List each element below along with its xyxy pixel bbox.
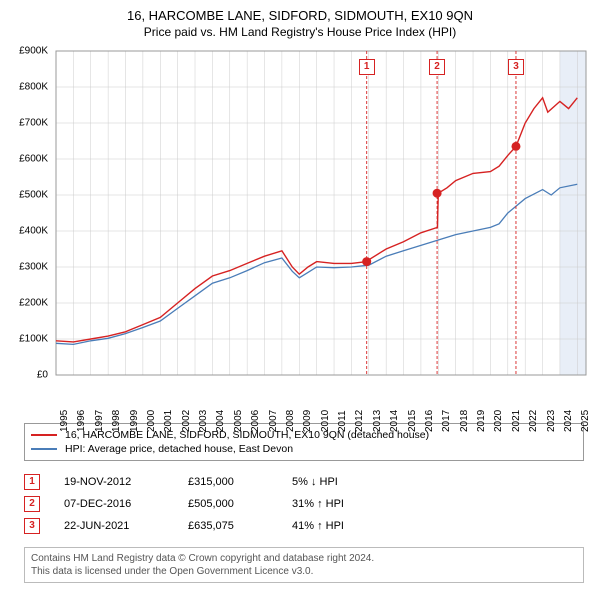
x-axis-label: 2022 [528, 410, 539, 432]
transaction-date: 22-JUN-2021 [64, 520, 164, 532]
x-axis-label: 1998 [111, 410, 122, 432]
chart-svg [8, 45, 592, 415]
y-axis-label: £300K [8, 262, 48, 273]
title-line-2: Price paid vs. HM Land Registry's House … [8, 25, 592, 39]
x-axis-label: 1995 [59, 410, 70, 432]
x-axis-label: 2001 [163, 410, 174, 432]
transaction-row: 2 07-DEC-2016 £505,000 31% ↑ HPI [24, 493, 592, 515]
x-axis-label: 2025 [580, 410, 591, 432]
transaction-hpi-pct: 31% ↑ HPI [292, 498, 382, 510]
footer-attribution: Contains HM Land Registry data © Crown c… [24, 547, 584, 583]
transaction-date: 19-NOV-2012 [64, 476, 164, 488]
legend-swatch [31, 434, 57, 436]
x-axis-label: 1997 [94, 410, 105, 432]
chart-title: 16, HARCOMBE LANE, SIDFORD, SIDMOUTH, EX… [8, 8, 592, 39]
footer-line-1: Contains HM Land Registry data © Crown c… [31, 552, 577, 565]
x-axis-label: 2000 [146, 410, 157, 432]
x-axis-label: 1996 [76, 410, 87, 432]
chart-container: 16, HARCOMBE LANE, SIDFORD, SIDMOUTH, EX… [0, 0, 600, 590]
x-axis-label: 2007 [268, 410, 279, 432]
x-axis-label: 2015 [407, 410, 418, 432]
sale-marker-2: 2 [429, 59, 445, 75]
transaction-price: £315,000 [188, 476, 268, 488]
transaction-marker: 3 [24, 518, 40, 534]
transaction-marker: 1 [24, 474, 40, 490]
x-axis-label: 2003 [198, 410, 209, 432]
y-axis-label: £200K [8, 298, 48, 309]
y-axis-label: £0 [8, 370, 48, 381]
x-axis-label: 2004 [215, 410, 226, 432]
x-axis-label: 2020 [493, 410, 504, 432]
transactions-table: 1 19-NOV-2012 £315,000 5% ↓ HPI 2 07-DEC-2016… [24, 471, 592, 537]
chart-plot-area: £0 £100K £200K £300K £400K £500K £600K £700K £80… [8, 45, 592, 415]
sale-marker-1: 1 [359, 59, 375, 75]
x-axis-label: 2002 [181, 410, 192, 432]
y-axis-label: £400K [8, 226, 48, 237]
legend-label: HPI: Average price, detached house, East… [65, 443, 293, 455]
y-axis-label: £800K [8, 82, 48, 93]
title-line-1: 16, HARCOMBE LANE, SIDFORD, SIDMOUTH, EX… [8, 8, 592, 23]
x-axis-label: 2017 [441, 410, 452, 432]
x-axis-label: 2014 [389, 410, 400, 432]
y-axis-label: £100K [8, 334, 48, 345]
x-axis-label: 2016 [424, 410, 435, 432]
x-axis-label: 2012 [354, 410, 365, 432]
transaction-row: 3 22-JUN-2021 £635,075 41% ↑ HPI [24, 515, 592, 537]
x-axis-label: 2010 [320, 410, 331, 432]
legend-item: HPI: Average price, detached house, East… [31, 442, 577, 456]
transaction-marker: 2 [24, 496, 40, 512]
y-axis-label: £600K [8, 154, 48, 165]
x-axis-label: 2021 [511, 410, 522, 432]
x-axis-label: 2005 [233, 410, 244, 432]
x-axis-label: 2011 [337, 410, 348, 432]
transaction-date: 07-DEC-2016 [64, 498, 164, 510]
x-axis-label: 2024 [563, 410, 574, 432]
transaction-hpi-pct: 41% ↑ HPI [292, 520, 382, 532]
x-axis-label: 1999 [129, 410, 140, 432]
transaction-row: 1 19-NOV-2012 £315,000 5% ↓ HPI [24, 471, 592, 493]
x-axis-label: 2006 [250, 410, 261, 432]
x-axis-label: 2023 [546, 410, 557, 432]
x-axis-label: 2009 [302, 410, 313, 432]
y-axis-label: £900K [8, 46, 48, 57]
x-axis-label: 2019 [476, 410, 487, 432]
x-axis-label: 2013 [372, 410, 383, 432]
x-axis-label: 2008 [285, 410, 296, 432]
transaction-price: £505,000 [188, 498, 268, 510]
x-axis-label: 2018 [459, 410, 470, 432]
footer-line-2: This data is licensed under the Open Gov… [31, 565, 577, 578]
y-axis-label: £500K [8, 190, 48, 201]
legend-swatch [31, 448, 57, 450]
sale-marker-3: 3 [508, 59, 524, 75]
transaction-price: £635,075 [188, 520, 268, 532]
y-axis-label: £700K [8, 118, 48, 129]
transaction-hpi-pct: 5% ↓ HPI [292, 476, 382, 488]
